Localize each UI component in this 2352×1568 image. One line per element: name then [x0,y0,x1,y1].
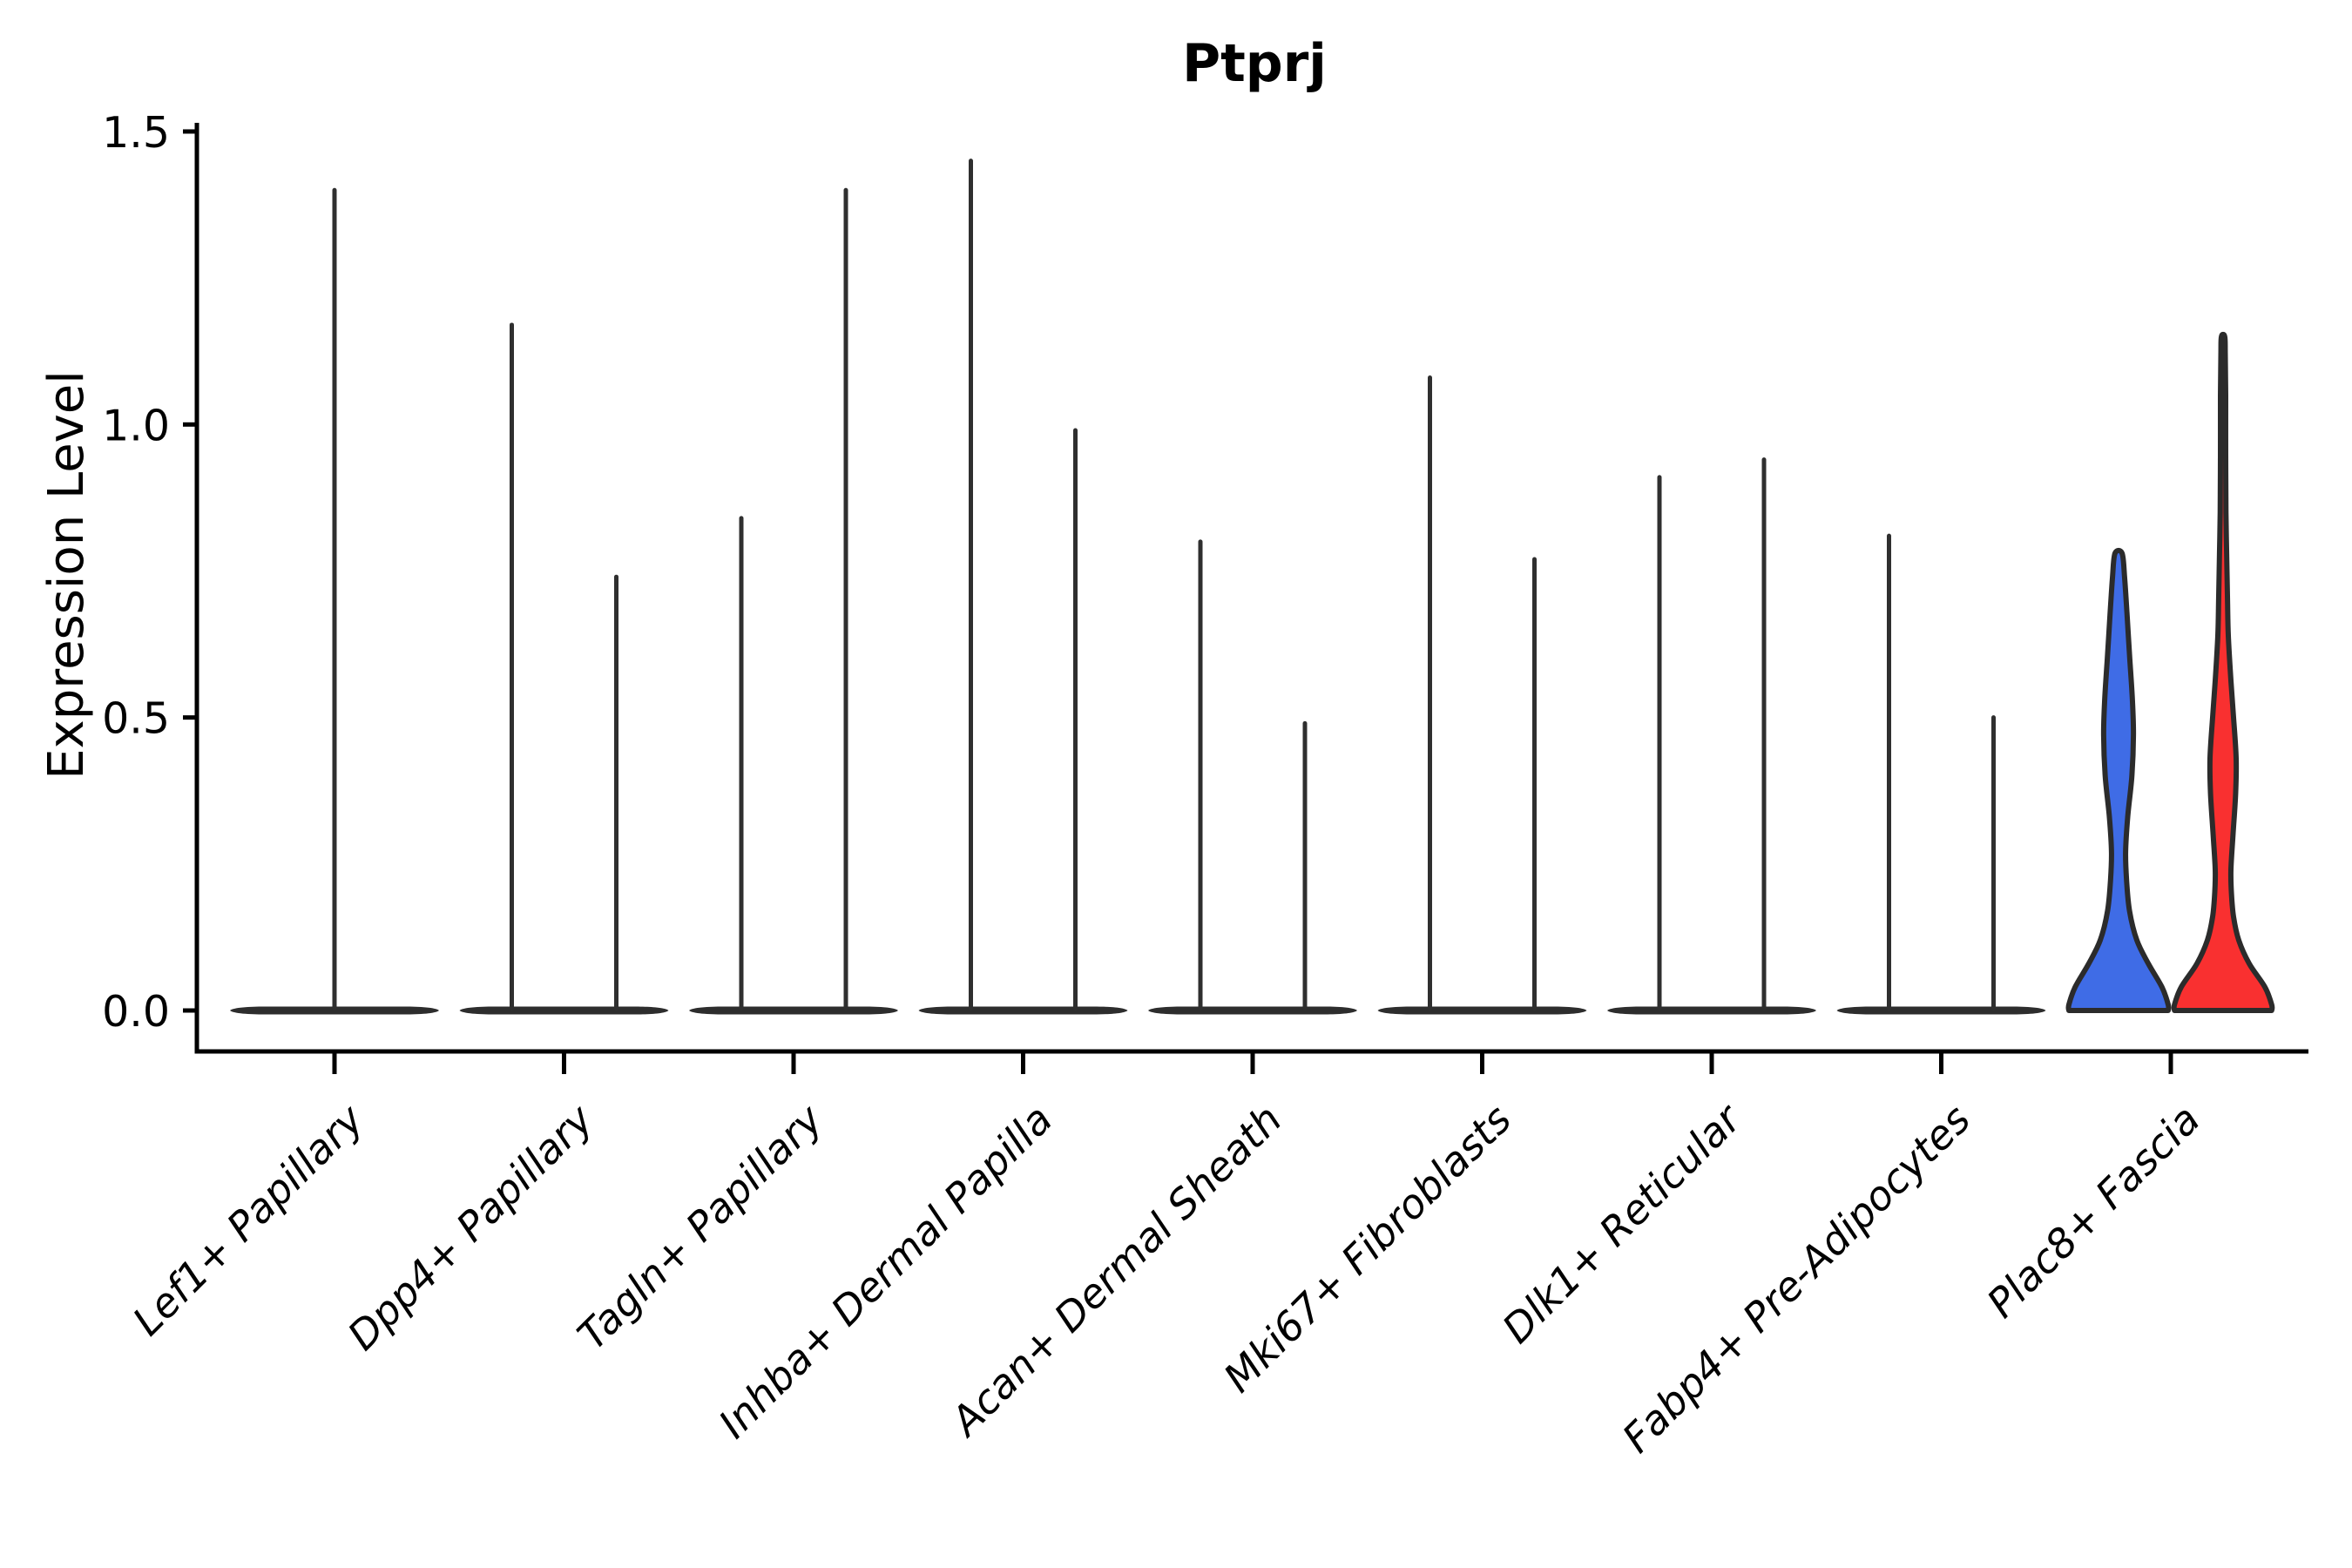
plot-title: Ptprj [1182,33,1327,94]
y-axis-label: Expression Level [38,370,95,780]
x-category-label: Dlk1+ Reticular [1493,1093,1752,1352]
violin-baseline [1836,1006,2046,1015]
x-category-label: Tagln+ Papillary [568,1095,832,1359]
y-tick-label: 1.5 [102,108,170,158]
x-category-label: Dpp4+ Papillary [339,1095,603,1359]
violin-baseline [918,1006,1128,1015]
x-category-label: Plac8+ Fascia [1977,1096,2208,1327]
violin-baseline [689,1006,898,1015]
y-tick-label: 1.0 [102,401,170,450]
violin-baseline [1607,1006,1816,1015]
y-tick-label: 0.5 [102,694,170,744]
violin-body-left [2065,547,2172,1013]
violin-baseline [1377,1006,1587,1015]
violin-baseline [1148,1006,1357,1015]
violin-baseline [459,1006,669,1015]
violin-body-right [2171,331,2275,1013]
y-tick-label: 0.0 [102,987,170,1037]
x-category-label: Lef1+ Papillary [124,1095,373,1344]
